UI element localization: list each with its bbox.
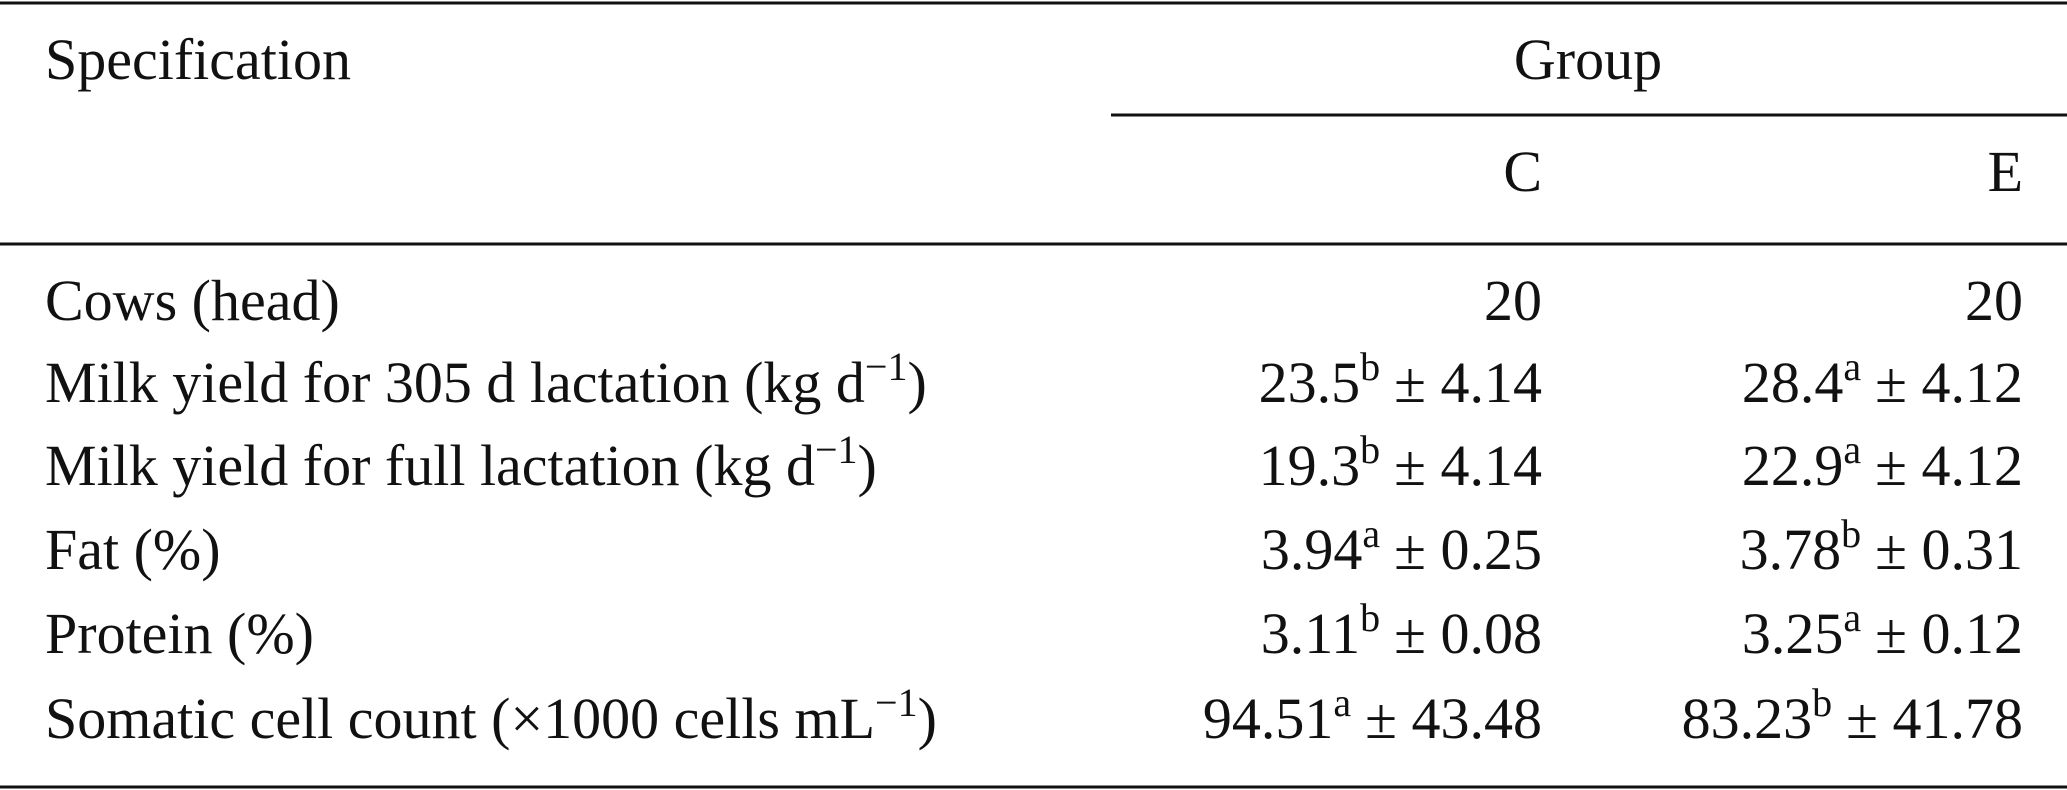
cell: 20 xyxy=(1484,268,1542,333)
text-part: 20 xyxy=(1965,268,2023,333)
superscript: a xyxy=(1843,344,1861,389)
text-part: ) xyxy=(907,350,926,415)
cell: 83.23b ± 41.78 xyxy=(1682,680,2023,752)
text-part: ) xyxy=(918,686,937,751)
header-specification: Specification xyxy=(45,27,351,92)
column-header: E xyxy=(1988,139,2023,204)
text-part: ± 4.14 xyxy=(1394,350,1542,415)
cell: 3.78b ± 0.31 xyxy=(1740,511,2023,583)
superscript: b xyxy=(1841,511,1861,556)
cell: 3.94a ± 0.25 xyxy=(1261,511,1542,583)
text-part: 3.94 xyxy=(1261,517,1363,582)
superscript: a xyxy=(1362,511,1380,556)
text-part: ± 0.12 xyxy=(1875,601,2023,666)
text-part: 83.23 xyxy=(1682,686,1813,751)
text-part: 28.4 xyxy=(1742,350,1844,415)
text-part: ± 43.48 xyxy=(1365,686,1542,751)
row-label: Milk yield for full lactation (kg d−1) xyxy=(45,427,877,499)
text-part: ± 4.12 xyxy=(1875,433,2023,498)
superscript: −1 xyxy=(875,680,918,725)
column-header: C xyxy=(1503,139,1542,204)
text-part: ± 4.14 xyxy=(1394,433,1542,498)
text-part: ± 0.08 xyxy=(1394,601,1542,666)
cell: 22.9a ± 4.12 xyxy=(1742,427,2023,499)
superscript: b xyxy=(1360,344,1380,389)
row-label: Protein (%) xyxy=(45,601,314,666)
row-label: Fat (%) xyxy=(45,517,221,582)
superscript: a xyxy=(1333,680,1351,725)
superscript: b xyxy=(1812,680,1832,725)
text-part: ± 0.25 xyxy=(1394,517,1542,582)
text-part: Cows (head) xyxy=(45,268,340,333)
text-part: 3.11 xyxy=(1261,601,1360,666)
header-group: Group xyxy=(1514,27,1662,92)
text-part: Fat (%) xyxy=(45,517,221,582)
superscript: b xyxy=(1360,595,1380,640)
row-label: Milk yield for 305 d lactation (kg d−1) xyxy=(45,344,927,416)
text-part: Protein (%) xyxy=(45,601,314,666)
text-part: 22.9 xyxy=(1742,433,1844,498)
text-part: ± 4.12 xyxy=(1875,350,2023,415)
cell: 19.3b ± 4.14 xyxy=(1259,427,1542,499)
cell: 3.11b ± 0.08 xyxy=(1261,595,1542,667)
text-part: 94.51 xyxy=(1203,686,1334,751)
cell: 23.5b ± 4.14 xyxy=(1259,344,1542,416)
text-part: Milk yield for 305 d lactation (kg d xyxy=(45,350,865,415)
superscript: a xyxy=(1843,595,1861,640)
cell: 94.51a ± 43.48 xyxy=(1203,680,1542,752)
text-part: 20 xyxy=(1484,268,1542,333)
row-label: Somatic cell count (×1000 cells mL−1) xyxy=(45,680,937,752)
superscript: −1 xyxy=(865,344,908,389)
text-part: ± 0.31 xyxy=(1875,517,2023,582)
superscript: −1 xyxy=(815,427,858,472)
superscript: b xyxy=(1360,427,1380,472)
text-part: Milk yield for full lactation (kg d xyxy=(45,433,815,498)
text-part: 3.78 xyxy=(1740,517,1842,582)
row-label: Cows (head) xyxy=(45,268,340,333)
text-part: 19.3 xyxy=(1259,433,1361,498)
text-part: 3.25 xyxy=(1742,601,1844,666)
cell: 20 xyxy=(1965,268,2023,333)
cell: 28.4a ± 4.12 xyxy=(1742,344,2023,416)
text-part: Somatic cell count (×1000 cells mL xyxy=(45,686,875,751)
superscript: a xyxy=(1843,427,1861,472)
text-part: 23.5 xyxy=(1259,350,1361,415)
text-part: ) xyxy=(858,433,877,498)
cell: 3.25a ± 0.12 xyxy=(1742,595,2023,667)
text-part: ± 41.78 xyxy=(1846,686,2023,751)
